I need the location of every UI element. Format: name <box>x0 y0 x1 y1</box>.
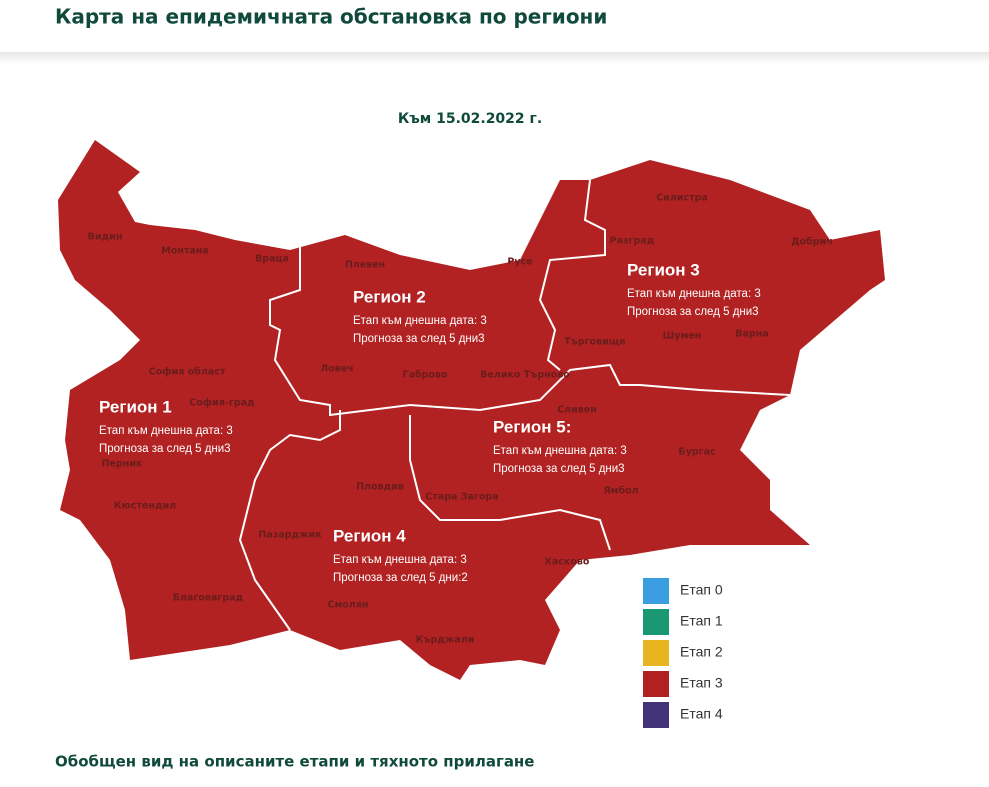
region-name: Регион 2 <box>353 287 426 306</box>
province-label: Видин <box>88 232 123 243</box>
region-forecast: Прогноза за след 5 дни3 <box>99 443 231 455</box>
footer-title: Обобщен вид на описаните етапи и тяхното… <box>55 753 534 771</box>
page-title: Карта на епидемичната обстановка по реги… <box>55 5 607 29</box>
province-label: Разград <box>610 236 655 247</box>
province-label: Перник <box>102 459 143 470</box>
region-forecast: Прогноза за след 5 дни3 <box>353 333 485 345</box>
province-label: София-град <box>189 398 255 409</box>
region-name: Регион 4 <box>333 526 406 545</box>
header-shadow <box>0 52 989 64</box>
province-label: Кюстендил <box>114 501 176 512</box>
map <box>58 140 885 680</box>
region-borders <box>238 179 791 631</box>
region-name: Регион 1 <box>99 397 172 416</box>
province-label: Габрово <box>403 370 448 381</box>
province-label: Смолян <box>328 600 369 611</box>
province-label: Пазарджик <box>258 530 322 541</box>
legend-swatch <box>643 578 669 604</box>
province-label: Варна <box>735 329 768 340</box>
legend-swatch <box>643 640 669 666</box>
map-date: Към 15.02.2022 г. <box>398 111 542 127</box>
legend-label: Етап 1 <box>680 613 723 629</box>
legend-label: Етап 3 <box>680 675 723 691</box>
region-current-stage: Етап към днешна дата: 3 <box>493 445 627 457</box>
province-label: Добрич <box>791 237 833 248</box>
legend-swatch <box>643 671 669 697</box>
region-current-stage: Етап към днешна дата: 3 <box>353 315 487 327</box>
region-current-stage: Етап към днешна дата: 3 <box>99 425 233 437</box>
province-label: София област <box>149 367 226 378</box>
legend-label: Етап 2 <box>680 644 723 660</box>
province-label: Русе <box>507 257 532 268</box>
province-label: Хасково <box>545 557 590 568</box>
province-label: Враца <box>255 254 289 265</box>
province-label: Шумен <box>663 331 702 342</box>
region-forecast: Прогноза за след 5 дни:2 <box>333 572 468 584</box>
region-name: Регион 5: <box>493 417 571 436</box>
legend-swatch <box>643 609 669 635</box>
province-label: Велико Търново <box>480 370 570 381</box>
province-label: Монтана <box>161 246 208 257</box>
province-label: Търговище <box>564 337 626 348</box>
province-label: Пловдив <box>356 482 404 493</box>
region-name: Регион 3 <box>627 260 700 279</box>
region-current-stage: Етап към днешна дата: 3 <box>333 554 467 566</box>
province-label: Стара Загора <box>425 492 498 503</box>
province-label: Ловеч <box>320 364 353 375</box>
province-label: Плевен <box>345 260 385 271</box>
legend-label: Етап 0 <box>680 582 723 598</box>
province-label: Кърджали <box>416 635 475 646</box>
region-forecast: Прогноза за след 5 дни3 <box>627 306 759 318</box>
province-label: Силистра <box>656 193 708 204</box>
province-label: Сливен <box>557 405 597 416</box>
province-label: Бургас <box>678 447 715 458</box>
province-label: Ямбол <box>603 486 638 497</box>
legend-label: Етап 4 <box>680 706 723 722</box>
region-current-stage: Етап към днешна дата: 3 <box>627 288 761 300</box>
legend-swatch <box>643 702 669 728</box>
province-label: Благоевград <box>173 593 244 604</box>
region-forecast: Прогноза за след 5 дни3 <box>493 463 625 475</box>
